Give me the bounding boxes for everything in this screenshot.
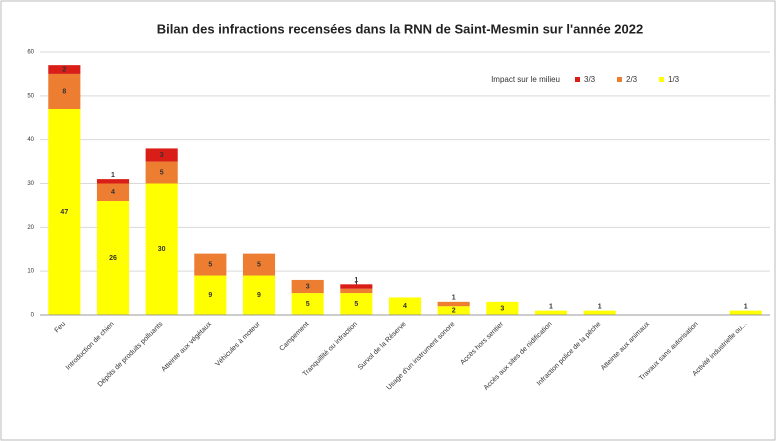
bar-segment — [48, 108, 81, 315]
value-label: 9 — [257, 292, 261, 299]
bar-segment — [340, 284, 373, 289]
legend-label: 1/3 — [668, 75, 680, 84]
y-tick-label: 30 — [27, 181, 34, 187]
value-label: 4 — [403, 303, 407, 310]
value-label: 30 — [158, 246, 166, 253]
legend-swatch — [659, 77, 664, 82]
value-label: 5 — [354, 301, 358, 308]
value-label: 3 — [500, 305, 504, 312]
y-tick-label: 20 — [27, 225, 34, 231]
legend-title: Impact sur le milieu — [491, 75, 560, 84]
bar-segment — [145, 148, 178, 162]
y-tick-label: 60 — [27, 50, 34, 56]
bar-segment — [583, 310, 616, 315]
bar-segment — [96, 201, 130, 315]
value-label: 3 — [306, 283, 310, 290]
bar-segment — [729, 310, 762, 315]
value-label: 5 — [257, 261, 261, 268]
bar-segment — [145, 183, 178, 315]
bar-segment — [534, 310, 568, 315]
value-label: 1 — [549, 303, 553, 310]
bar-segment — [194, 275, 227, 315]
bar-segment — [437, 306, 470, 315]
value-label: 9 — [208, 292, 212, 299]
value-label: 1 — [111, 172, 115, 179]
bar-segment — [291, 293, 324, 315]
legend-label: 3/3 — [584, 75, 596, 84]
bar-segment — [340, 288, 373, 294]
value-label: 26 — [109, 255, 117, 262]
bar-segment — [96, 183, 130, 202]
bar-segment — [340, 293, 373, 315]
value-label: 2 — [62, 66, 66, 73]
bar-segment — [486, 301, 519, 315]
chart-title: Bilan des infractions recensées dans la … — [157, 21, 643, 36]
value-label: 1 — [744, 303, 748, 310]
value-label: 8 — [62, 88, 66, 95]
bar-segment — [48, 73, 81, 109]
value-label: 1 — [354, 277, 358, 284]
legend-swatch — [575, 77, 580, 82]
bar-segment — [291, 279, 324, 294]
value-label: 1 — [452, 295, 456, 302]
value-label: 5 — [208, 261, 212, 268]
value-label: 1 — [598, 303, 602, 310]
y-tick-label: 10 — [27, 269, 34, 275]
y-tick-label: 40 — [27, 137, 34, 143]
legend-label: 2/3 — [626, 75, 638, 84]
y-tick-label: 50 — [27, 93, 34, 99]
bar-segment — [145, 161, 178, 184]
bar-segment — [242, 275, 276, 315]
bar-segment — [388, 297, 422, 315]
bar-segment — [194, 253, 227, 276]
value-label: 4 — [111, 189, 115, 196]
legend-swatch — [617, 77, 622, 82]
value-label: 47 — [60, 209, 68, 216]
y-tick-label: 0 — [31, 313, 35, 319]
value-label: 5 — [306, 301, 310, 308]
value-label: 2 — [452, 307, 456, 314]
value-label: 3 — [160, 152, 164, 159]
bar-segment — [96, 179, 130, 184]
bar-segment — [242, 253, 276, 276]
bar-segment — [437, 301, 470, 307]
bar-segment — [48, 65, 81, 74]
value-label: 5 — [160, 169, 164, 176]
